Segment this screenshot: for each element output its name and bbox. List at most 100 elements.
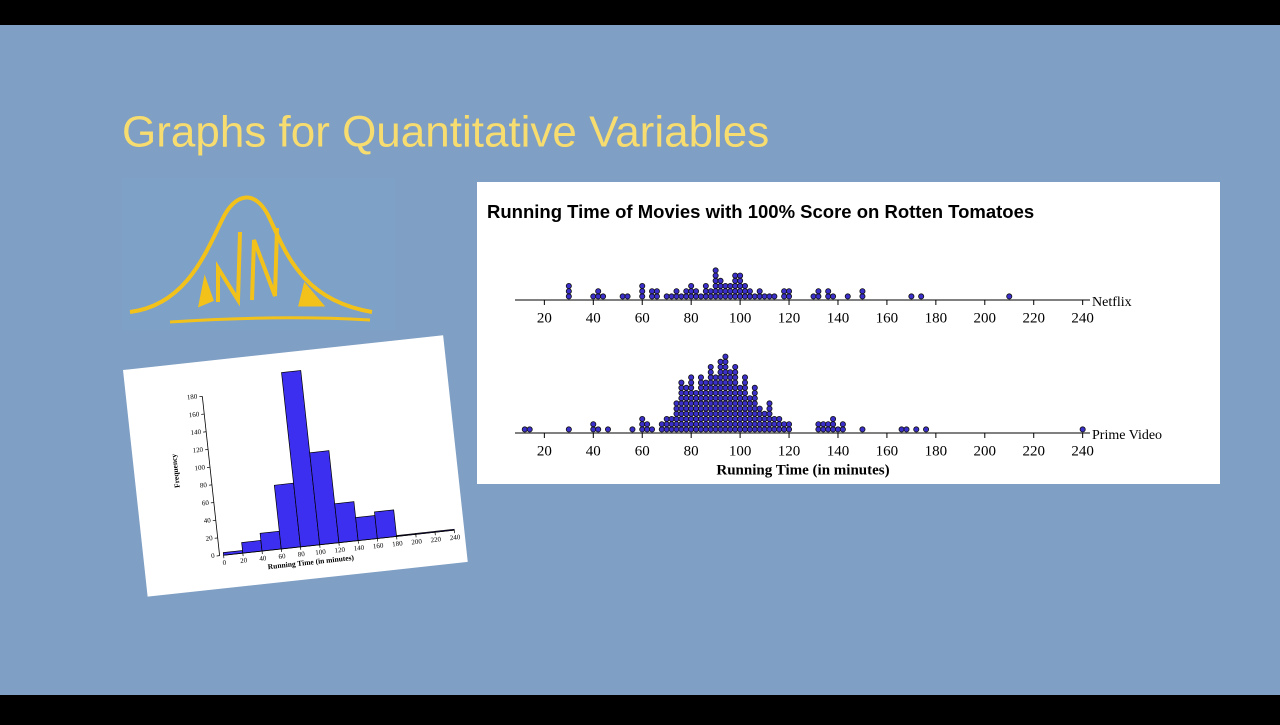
dot xyxy=(762,294,767,299)
dot xyxy=(909,294,914,299)
dot xyxy=(728,406,733,411)
y-tick-label: 120 xyxy=(192,446,204,455)
x-tick-label: 220 xyxy=(1022,443,1045,459)
dot xyxy=(713,289,718,294)
dot xyxy=(698,375,703,380)
x-tick-label: 180 xyxy=(392,539,404,548)
dot xyxy=(684,401,689,406)
dot xyxy=(703,390,708,395)
dot xyxy=(747,396,752,401)
dot xyxy=(742,411,747,416)
x-tick-label: 80 xyxy=(684,310,699,326)
series-label: Prime Video xyxy=(1092,428,1162,443)
dot xyxy=(782,294,787,299)
dot xyxy=(821,422,826,427)
dot xyxy=(830,427,835,432)
dot xyxy=(698,390,703,395)
dot xyxy=(860,427,865,432)
dot xyxy=(723,380,728,385)
dot xyxy=(713,273,718,278)
dot xyxy=(684,390,689,395)
dot xyxy=(664,422,669,427)
dot xyxy=(767,401,772,406)
dot xyxy=(713,416,718,421)
dot xyxy=(669,294,674,299)
dot xyxy=(772,422,777,427)
dot xyxy=(698,380,703,385)
dot xyxy=(811,294,816,299)
dot-plot-card: Running Time of Movies with 100% Score o… xyxy=(477,182,1220,484)
series-label: Netflix xyxy=(1092,295,1132,310)
dot xyxy=(640,283,645,288)
dot xyxy=(923,427,928,432)
dot xyxy=(718,427,723,432)
x-tick-label: 240 xyxy=(1071,310,1094,326)
dot xyxy=(728,411,733,416)
dot xyxy=(708,401,713,406)
dot xyxy=(689,289,694,294)
x-tick-label: 100 xyxy=(729,443,752,459)
dot xyxy=(684,422,689,427)
dot xyxy=(728,396,733,401)
dot xyxy=(723,289,728,294)
dot xyxy=(698,427,703,432)
dot xyxy=(591,427,596,432)
dot xyxy=(703,289,708,294)
dot xyxy=(693,411,698,416)
dot xyxy=(782,289,787,294)
dot xyxy=(649,294,654,299)
dot xyxy=(757,406,762,411)
dot xyxy=(718,401,723,406)
dot xyxy=(728,390,733,395)
dot xyxy=(757,416,762,421)
dot xyxy=(718,411,723,416)
dot xyxy=(708,396,713,401)
dot xyxy=(654,294,659,299)
dot xyxy=(738,273,743,278)
bar xyxy=(356,516,378,541)
dot xyxy=(713,385,718,390)
dot xyxy=(733,273,738,278)
x-tick-label: 140 xyxy=(827,443,850,459)
dot xyxy=(733,283,738,288)
dot xyxy=(772,427,777,432)
dot xyxy=(679,390,684,395)
dot xyxy=(786,294,791,299)
dot xyxy=(762,416,767,421)
dot xyxy=(752,385,757,390)
dot xyxy=(733,390,738,395)
dot xyxy=(674,416,679,421)
dot xyxy=(786,289,791,294)
dot xyxy=(703,416,708,421)
dot xyxy=(713,422,718,427)
dot xyxy=(840,427,845,432)
dot xyxy=(752,396,757,401)
dot xyxy=(703,294,708,299)
dot xyxy=(566,427,571,432)
dot xyxy=(708,422,713,427)
dot xyxy=(679,385,684,390)
dot xyxy=(845,294,850,299)
dot xyxy=(728,401,733,406)
x-tick-label: 40 xyxy=(259,554,267,563)
dot xyxy=(703,401,708,406)
dot xyxy=(718,416,723,421)
dot xyxy=(723,283,728,288)
dot xyxy=(723,294,728,299)
dot xyxy=(752,422,757,427)
dot xyxy=(693,427,698,432)
dot xyxy=(713,283,718,288)
dot xyxy=(723,359,728,364)
dot xyxy=(738,289,743,294)
dot xyxy=(733,294,738,299)
dot xyxy=(723,396,728,401)
dot xyxy=(693,422,698,427)
dot xyxy=(723,390,728,395)
dot xyxy=(738,416,743,421)
dot xyxy=(713,278,718,283)
dot xyxy=(596,294,601,299)
dot xyxy=(757,294,762,299)
dot xyxy=(698,401,703,406)
dot xyxy=(679,406,684,411)
dot xyxy=(762,427,767,432)
